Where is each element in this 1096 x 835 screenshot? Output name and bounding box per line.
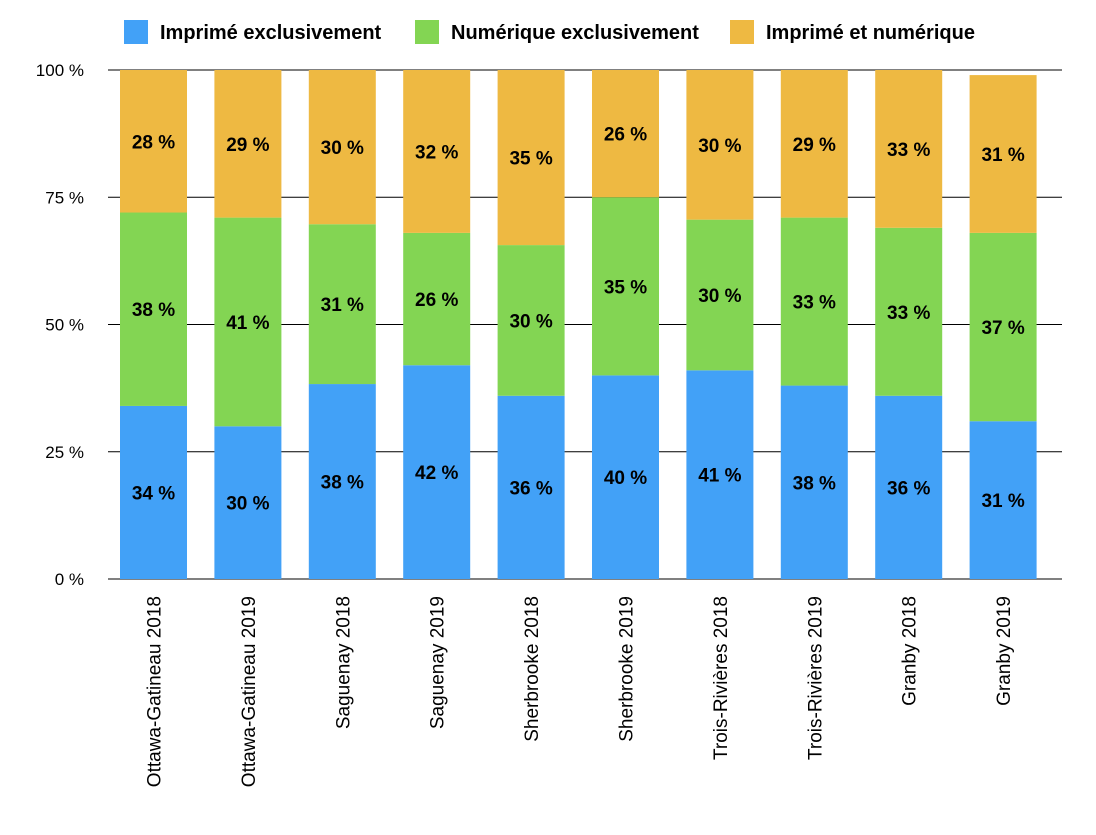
data-label-numerique-exclusivement-ottawa-gatineau-2019: 41 % — [226, 313, 269, 334]
bar-imprime-exclusivement-ottawa-gatineau-2019 — [214, 426, 282, 579]
bar-imprime-exclusivement-sherbrooke-2018 — [497, 395, 565, 579]
data-label-imprime-et-numerique-sherbrooke-2019: 26 % — [604, 125, 647, 146]
bar-imprime-exclusivement-saguenay-2018 — [308, 384, 376, 579]
bar-imprime-exclusivement-trois-rivieres-2019 — [780, 385, 848, 579]
data-label-imprime-et-numerique-saguenay-2019: 32 % — [415, 142, 458, 163]
bar-imprime-exclusivement-saguenay-2019 — [403, 365, 471, 579]
data-label-imprime-et-numerique-sherbrooke-2018: 35 % — [509, 149, 552, 170]
bar-numerique-exclusivement-trois-rivieres-2018 — [686, 219, 754, 371]
legend-label-imprime-exclusivement: Imprimé exclusivement — [160, 22, 382, 44]
x-tick-label-ottawa-gatineau-2019: Ottawa-Gatineau 2019 — [239, 596, 260, 787]
bar-numerique-exclusivement-trois-rivieres-2019 — [780, 217, 848, 386]
y-tick-label-25: 25 % — [45, 443, 84, 462]
data-label-numerique-exclusivement-ottawa-gatineau-2018: 38 % — [132, 300, 175, 321]
data-label-imprime-et-numerique-saguenay-2018: 30 % — [321, 138, 364, 159]
bar-imprime-et-numerique-granby-2019 — [969, 75, 1037, 233]
bar-imprime-exclusivement-granby-2019 — [969, 421, 1037, 579]
x-tick-label-granby-2019: Granby 2019 — [994, 596, 1015, 706]
bar-imprime-et-numerique-saguenay-2018 — [308, 70, 376, 225]
bar-imprime-et-numerique-sherbrooke-2019 — [592, 70, 659, 198]
x-tick-label-granby-2018: Granby 2018 — [900, 596, 921, 706]
bar-imprime-et-numerique-ottawa-gatineau-2019 — [214, 70, 282, 218]
data-label-imprime-et-numerique-trois-rivieres-2019: 29 % — [793, 135, 836, 156]
legend-label-imprime-et-numerique: Imprimé et numérique — [766, 22, 975, 44]
axes: 0 % 25 % 50 % 75 % 100 % Ottawa-Gatineau 2018… — [36, 61, 1015, 787]
bar-numerique-exclusivement-saguenay-2019 — [403, 232, 471, 366]
data-label-numerique-exclusivement-sherbrooke-2018: 30 % — [509, 311, 552, 332]
bar-numerique-exclusivement-granby-2018 — [875, 227, 943, 396]
legend-swatch-imprime-et-numerique — [730, 20, 754, 44]
data-label-imprime-exclusivement-granby-2019: 31 % — [981, 491, 1024, 512]
data-label-imprime-et-numerique-granby-2019: 31 % — [981, 145, 1024, 166]
data-label-numerique-exclusivement-saguenay-2018: 31 % — [321, 295, 364, 316]
data-label-imprime-et-numerique-granby-2018: 33 % — [887, 140, 930, 161]
x-tick-label-trois-rivieres-2018: Trois-Rivières 2018 — [711, 596, 732, 760]
bar-imprime-et-numerique-saguenay-2019 — [403, 70, 471, 233]
bar-numerique-exclusivement-sherbrooke-2019 — [592, 197, 659, 376]
bar-imprime-et-numerique-trois-rivieres-2019 — [780, 70, 848, 218]
bar-imprime-et-numerique-ottawa-gatineau-2018 — [120, 70, 187, 213]
bar-numerique-exclusivement-sherbrooke-2018 — [497, 245, 565, 396]
legend-swatch-imprime-exclusivement — [124, 20, 148, 44]
bar-numerique-exclusivement-granby-2019 — [969, 232, 1037, 422]
data-label-numerique-exclusivement-saguenay-2019: 26 % — [415, 290, 458, 311]
legend-swatch-numerique-exclusivement — [415, 20, 439, 44]
data-label-imprime-exclusivement-saguenay-2019: 42 % — [415, 463, 458, 484]
legend: Imprimé exclusivement Numérique exclusive… — [124, 20, 975, 44]
data-label-imprime-exclusivement-trois-rivieres-2018: 41 % — [698, 466, 741, 487]
x-tick-label-trois-rivieres-2019: Trois-Rivières 2019 — [805, 596, 826, 760]
data-label-imprime-exclusivement-ottawa-gatineau-2018: 34 % — [132, 483, 175, 504]
bar-imprime-exclusivement-ottawa-gatineau-2018 — [120, 405, 187, 579]
data-label-numerique-exclusivement-trois-rivieres-2019: 33 % — [793, 293, 836, 314]
bar-imprime-exclusivement-granby-2018 — [875, 395, 943, 579]
y-tick-label-50: 50 % — [45, 316, 84, 335]
y-tick-label-0: 0 % — [55, 570, 84, 589]
data-label-numerique-exclusivement-trois-rivieres-2018: 30 % — [698, 286, 741, 307]
data-label-numerique-exclusivement-granby-2019: 37 % — [981, 318, 1024, 339]
bar-imprime-et-numerique-granby-2018 — [875, 70, 943, 228]
x-tick-label-saguenay-2019: Saguenay 2019 — [428, 596, 449, 729]
legend-label-numerique-exclusivement: Numérique exclusivement — [451, 22, 699, 44]
data-label-numerique-exclusivement-granby-2018: 33 % — [887, 303, 930, 324]
bars — [120, 70, 1037, 579]
data-label-imprime-exclusivement-granby-2018: 36 % — [887, 478, 930, 499]
x-tick-label-ottawa-gatineau-2018: Ottawa-Gatineau 2018 — [145, 596, 166, 787]
x-tick-label-saguenay-2018: Saguenay 2018 — [333, 596, 354, 729]
data-label-imprime-et-numerique-trois-rivieres-2018: 30 % — [698, 136, 741, 157]
data-label-imprime-et-numerique-ottawa-gatineau-2019: 29 % — [226, 135, 269, 156]
data-label-imprime-exclusivement-sherbrooke-2018: 36 % — [509, 478, 552, 499]
y-tick-label-75: 75 % — [45, 188, 84, 207]
data-label-imprime-exclusivement-ottawa-gatineau-2019: 30 % — [226, 494, 269, 515]
bar-imprime-et-numerique-trois-rivieres-2018 — [686, 70, 754, 220]
data-label-imprime-exclusivement-saguenay-2018: 38 % — [321, 473, 364, 494]
data-labels: 34 % 38 % 28 % 30 % 41 % 29 % 38 % 31 % 30 % 42 %… — [132, 125, 1025, 515]
data-label-imprime-exclusivement-trois-rivieres-2019: 38 % — [793, 473, 836, 494]
bar-imprime-exclusivement-trois-rivieres-2018 — [686, 370, 754, 579]
bar-imprime-et-numerique-sherbrooke-2018 — [497, 70, 565, 246]
x-tick-label-sherbrooke-2019: Sherbrooke 2019 — [617, 596, 638, 742]
data-label-imprime-exclusivement-sherbrooke-2019: 40 % — [604, 468, 647, 489]
data-label-numerique-exclusivement-sherbrooke-2019: 35 % — [604, 277, 647, 298]
bar-numerique-exclusivement-ottawa-gatineau-2019 — [214, 217, 282, 427]
data-label-imprime-et-numerique-ottawa-gatineau-2018: 28 % — [132, 132, 175, 153]
bar-numerique-exclusivement-saguenay-2018 — [308, 224, 376, 385]
bar-imprime-exclusivement-sherbrooke-2019 — [592, 375, 659, 579]
x-tick-label-sherbrooke-2018: Sherbrooke 2018 — [522, 596, 543, 742]
y-tick-label-100: 100 % — [36, 61, 84, 80]
bar-numerique-exclusivement-ottawa-gatineau-2018 — [120, 212, 187, 406]
